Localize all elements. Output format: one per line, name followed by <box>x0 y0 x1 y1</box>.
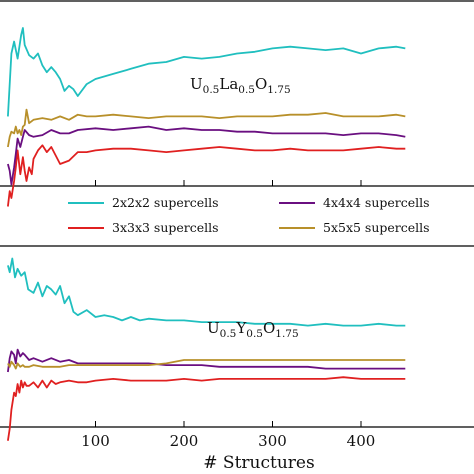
top-series-line-2x2x2 <box>7 27 406 117</box>
legend-label-2x2x2: 2x2x2 supercells <box>112 195 219 210</box>
top-series-group <box>7 27 406 207</box>
x-tick-label: 400 <box>347 432 376 450</box>
bottom-composition-label: U0.5Y0.5O1.75 <box>207 319 299 340</box>
legend-label-3x3x3: 3x3x3 supercells <box>112 220 219 235</box>
top-series-line-5x5x5 <box>7 108 406 148</box>
x-tick-label: 100 <box>81 432 110 450</box>
bottom-x-axis: 100 200 300 400 <box>81 180 375 450</box>
legend-label-4x4x4: 4x4x4 supercells <box>323 195 430 210</box>
bottom-series-line-4x4x4 <box>7 348 406 373</box>
top-composition-label: U0.5La0.5O1.75 <box>190 75 291 96</box>
top-series-line-4x4x4 <box>7 125 406 186</box>
bottom-series-line-3x3x3 <box>7 376 406 441</box>
bottom-series-line-5x5x5 <box>7 359 406 370</box>
x-tick-label: 200 <box>170 432 199 450</box>
legend-label-5x5x5: 5x5x5 supercells <box>323 220 430 235</box>
x-tick-label: 300 <box>258 432 287 450</box>
bottom-series-line-2x2x2 <box>7 257 406 327</box>
bottom-series-group <box>7 257 406 441</box>
legend: 2x2x2 supercells 4x4x4 supercells 3x3x3 … <box>68 195 430 235</box>
bottom-panel: U0.5Y0.5O1.75 100 200 300 400 # Structures <box>0 180 474 473</box>
x-axis-label: # Structures <box>203 453 314 473</box>
top-panel: U0.5La0.5O1.75 <box>0 0 474 207</box>
top-series-line-3x3x3 <box>7 144 406 207</box>
